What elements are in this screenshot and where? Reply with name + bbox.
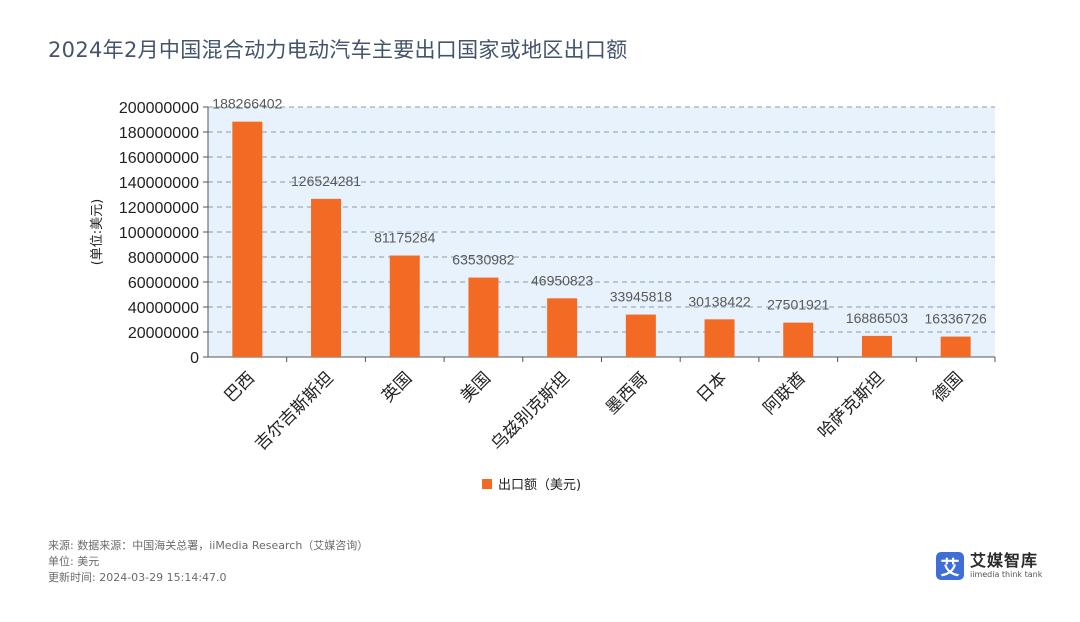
data-label: 63530982 [452,252,515,268]
y-tick-label: 100000000 [119,225,199,242]
y-tick-label: 80000000 [128,250,199,267]
x-tick-label: 墨西哥 [602,368,652,418]
y-tick-label: 40000000 [128,300,199,317]
y-tick-label: 0 [190,350,199,367]
chart-footer: 来源: 数据来源：中国海关总署，iiMedia Research（艾媒咨询） 单… [48,538,378,586]
unit-note: 单位: 美元 [48,555,100,568]
y-tick-label: 120000000 [119,200,199,217]
data-label: 30138422 [688,293,751,309]
data-label: 126524281 [291,173,361,189]
chart-title: 2024年2月中国混合动力电动汽车主要出口国家或地区出口额 [48,38,628,62]
source-note: 来源: 数据来源：中国海关总署，iiMedia Research（艾媒咨询） [48,539,369,552]
x-tick-label: 日本 [693,368,731,406]
bar [468,277,499,357]
x-tick-label: 德国 [929,368,967,406]
y-tick-label: 200000000 [119,100,199,117]
data-label: 33945818 [610,289,673,305]
update-time: 更新时间: 2024-03-29 15:14:47.0 [48,571,227,584]
y-tick-label: 60000000 [128,275,199,292]
brand-logo-block: 艾 艾媒智库 iimedia think tank [936,552,1042,580]
bar [940,336,971,357]
bar [861,335,892,357]
x-tick-label: 阿联酋 [760,368,810,418]
y-tick-label: 180000000 [119,125,199,142]
bar [311,198,342,357]
y-tick-label: 20000000 [128,325,199,342]
brand-subtitle: iimedia think tank [970,570,1043,579]
legend-label: 出口额（美元) [498,478,581,493]
data-label: 16886503 [846,310,909,326]
y-tick-label: 140000000 [119,175,199,192]
brand-name: 艾媒智库 [970,551,1039,570]
x-tick-label: 吉尔吉斯斯坦 [251,368,337,454]
x-tick-label: 巴西 [221,368,259,406]
x-tick-label: 哈萨克斯坦 [814,368,888,442]
bar [232,121,263,358]
y-axis-label: (单位:美元) [90,199,105,266]
data-label: 188266402 [212,96,282,112]
y-tick-label: 160000000 [119,150,199,167]
data-label: 46950823 [531,272,594,288]
data-label: 27501921 [767,297,830,313]
data-label: 16336726 [925,311,988,327]
brand-logo-icon: 艾 [936,552,964,580]
bar [389,255,420,357]
bar [704,319,735,357]
x-tick-label: 美国 [457,368,495,406]
data-label: 81175284 [374,230,435,246]
x-tick-label: 英国 [378,368,416,406]
bar [547,298,578,357]
x-tick-label: 乌兹别克斯坦 [487,368,573,454]
bar [783,322,814,357]
legend-swatch [482,479,492,489]
bar [625,314,656,357]
